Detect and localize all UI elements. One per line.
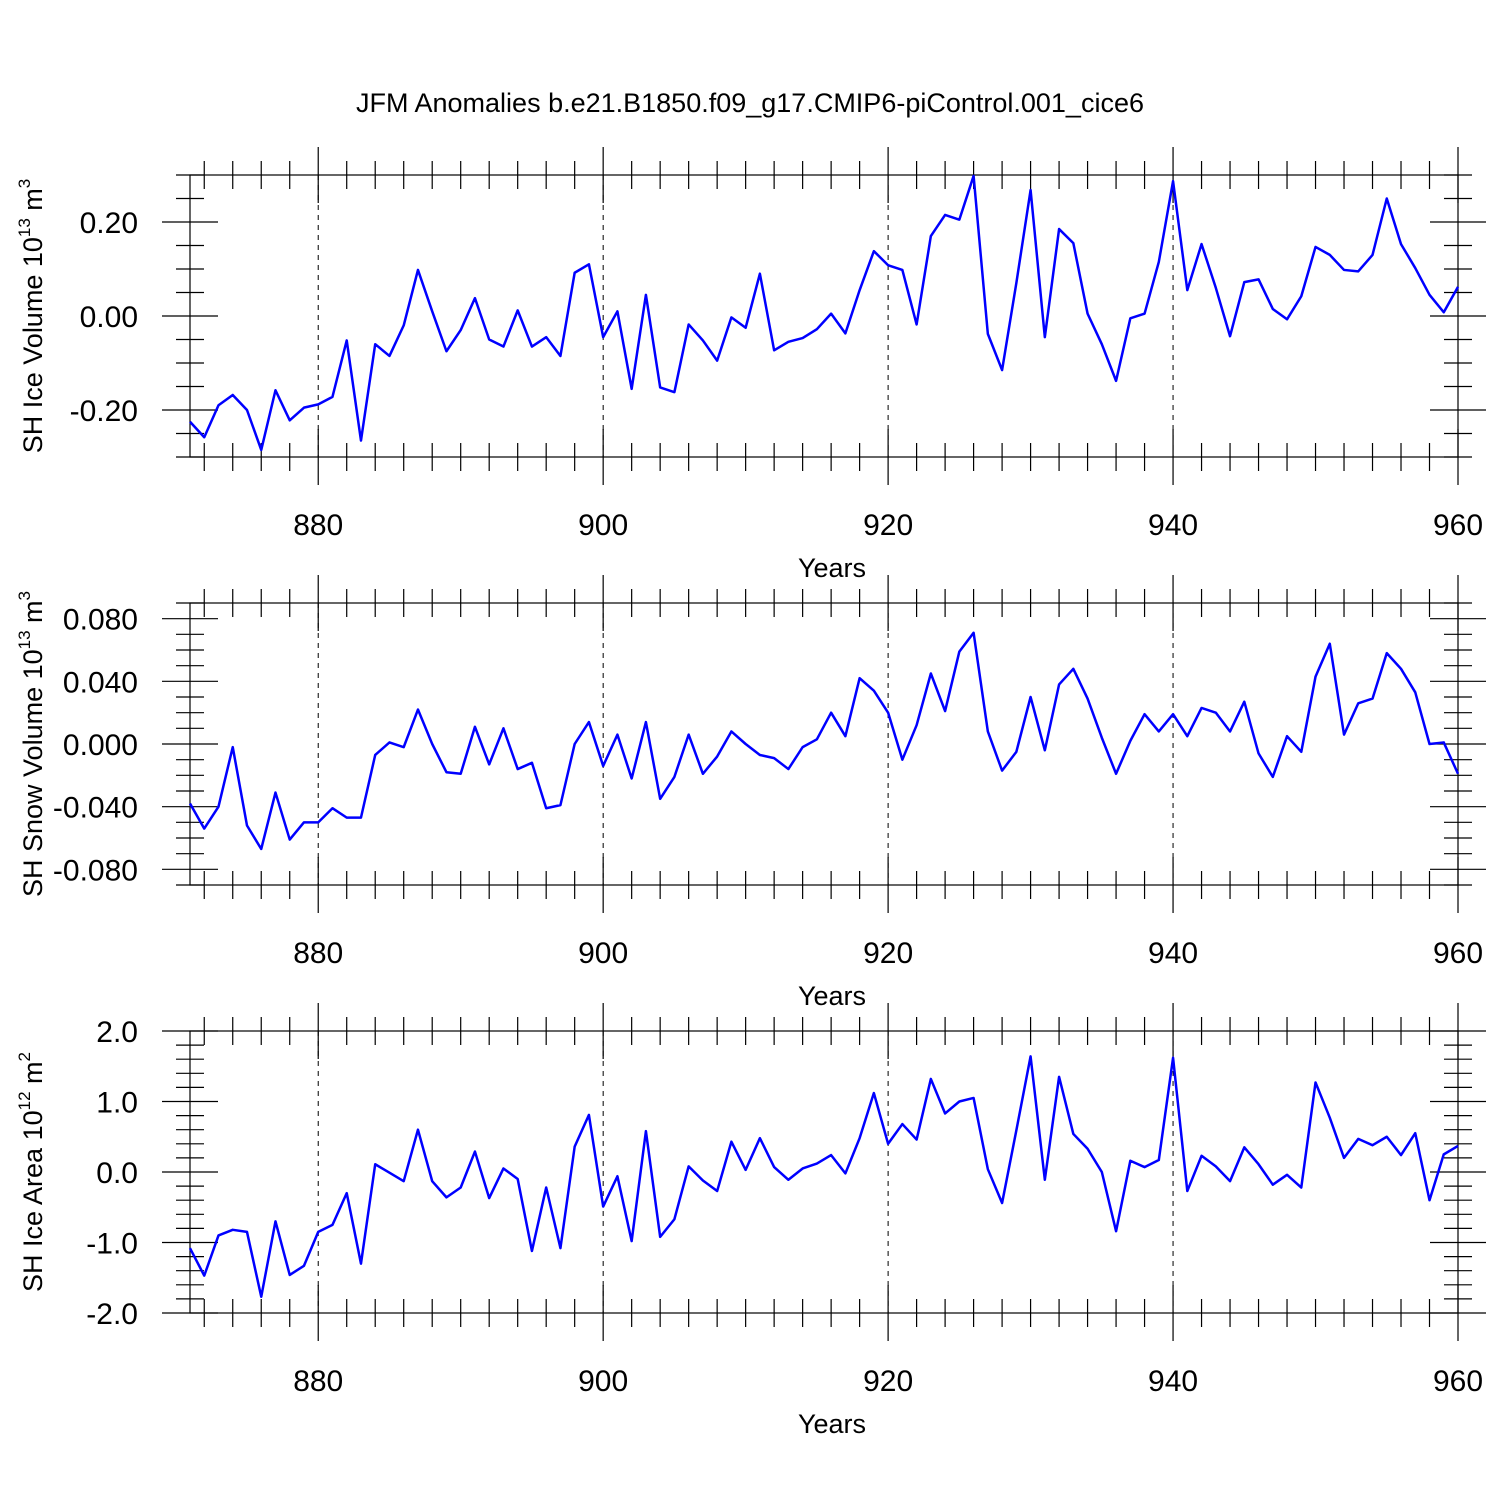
plot-frame: [189, 174, 1459, 458]
y-tick-label: 0.20: [80, 207, 138, 240]
x-tick-label: 900: [578, 1365, 628, 1398]
series-line-1: [188, 631, 1460, 851]
x-tick-label: 960: [1433, 1365, 1483, 1398]
y-axis-title-unit: m: [18, 1061, 48, 1091]
y-tick-label: -0.20: [70, 395, 138, 428]
chart-panel-2: 880 900 920 940 960 -0.080 -0.040 0.000 0.040 0.0…: [15, 575, 1486, 1011]
x-tick-label: 880: [293, 509, 343, 542]
y-axis-title: SH Ice Area 1012 m2: [15, 1052, 48, 1292]
y-axis-title-text: SH Snow Volume 10: [18, 649, 48, 897]
plot-frame: [189, 602, 1459, 886]
y-tick-label: -0.040: [53, 792, 138, 825]
y-axis-title-text: SH Ice Volume 10: [18, 237, 48, 453]
y-axis-title-unit-exponent: 3: [15, 179, 34, 188]
y-axis-title: SH Snow Volume 1013 m3: [15, 591, 48, 897]
y-axis-title-unit-exponent: 2: [15, 1052, 34, 1061]
y-axis-title-exponent: 13: [15, 218, 34, 237]
x-tick-label: 960: [1433, 509, 1483, 542]
y-axis-title-unit: m: [18, 600, 48, 630]
y-tick-label: -2.0: [86, 1298, 138, 1331]
plot-frame: [189, 1030, 1459, 1314]
y-tick-label: 0.000: [63, 729, 138, 762]
figure-title: JFM Anomalies b.e21.B1850.f09_g17.CMIP6-…: [356, 88, 1144, 118]
x-axis-title: Years: [798, 553, 866, 583]
y-axis-title: SH Ice Volume 1013 m3: [15, 179, 48, 454]
y-tick-label: 2.0: [96, 1016, 138, 1049]
y-tick-label: 0.00: [80, 301, 138, 334]
y-axis-title-text: SH Ice Area 10: [18, 1110, 48, 1292]
y-tick-label: 0.0: [96, 1157, 138, 1190]
x-tick-label: 880: [293, 937, 343, 970]
x-tick-label: 920: [863, 937, 913, 970]
panels: 880 900 920 940 960 -0.20 0.00 0.20 Years SH Ice …: [15, 147, 1486, 1439]
x-tick-label: 900: [578, 509, 628, 542]
y-tick-label: -0.080: [53, 854, 138, 887]
x-tick-label: 920: [863, 1365, 913, 1398]
y-tick-label: -1.0: [86, 1228, 138, 1261]
y-tick-label: 1.0: [96, 1087, 138, 1120]
x-tick-label: 940: [1148, 509, 1198, 542]
x-tick-label: 900: [578, 937, 628, 970]
y-axis-title-unit-exponent: 3: [15, 591, 34, 600]
series-line-1: [189, 174, 1460, 452]
x-tick-label: 940: [1148, 1365, 1198, 1398]
series-line-1: [188, 1055, 1459, 1299]
chart-panel-1: 880 900 920 940 960 -0.20 0.00 0.20 Years SH Ice …: [15, 147, 1486, 583]
y-axis-title-exponent: 12: [15, 1091, 34, 1110]
chart-panel-3: 880 900 920 940 960 -2.0 -1.0 0.0 1.0 2.0 Years SH …: [15, 1003, 1486, 1439]
x-tick-label: 960: [1433, 937, 1483, 970]
y-tick-label: 0.080: [63, 604, 138, 637]
x-tick-label: 940: [1148, 937, 1198, 970]
x-tick-label: 880: [293, 1365, 343, 1398]
x-axis-title: Years: [798, 981, 866, 1011]
y-tick-label: 0.040: [63, 666, 138, 699]
x-axis-title: Years: [798, 1409, 866, 1439]
y-axis-title-unit: m: [18, 188, 48, 218]
x-tick-label: 920: [863, 509, 913, 542]
y-axis-title-exponent: 13: [15, 630, 34, 649]
